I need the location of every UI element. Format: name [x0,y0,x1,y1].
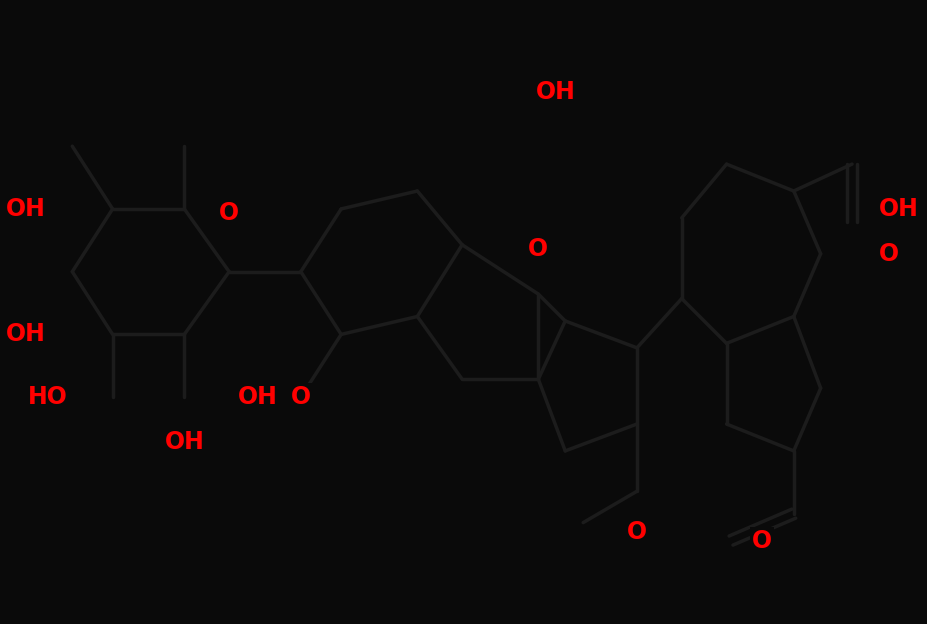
Text: OH: OH [164,430,204,454]
Text: OH: OH [238,385,278,409]
Text: OH: OH [878,197,918,221]
Text: O: O [878,241,898,266]
Text: O: O [219,202,239,225]
Text: OH: OH [536,80,576,104]
Text: OH: OH [6,197,45,221]
Text: HO: HO [28,385,68,409]
Text: O: O [290,385,311,409]
Text: O: O [752,529,771,552]
Text: O: O [527,237,548,261]
Text: O: O [627,520,646,544]
Text: OH: OH [6,323,45,346]
